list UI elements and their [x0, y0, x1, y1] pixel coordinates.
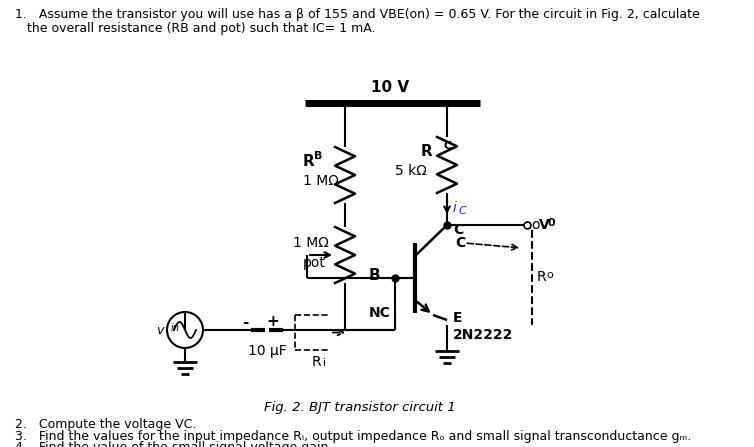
Text: the overall resistance (RB and pot) such that IC= 1 mA.: the overall resistance (RB and pot) such… — [27, 22, 375, 35]
Text: Fig. 2. BJT transistor circuit 1: Fig. 2. BJT transistor circuit 1 — [264, 401, 456, 414]
Text: i: i — [453, 201, 457, 215]
Text: R: R — [311, 355, 320, 369]
Text: 1 MΩ: 1 MΩ — [303, 174, 339, 188]
Text: 1.   Assume the transistor you will use has a β of 155 and VBE(on) = 0.65 V. For: 1. Assume the transistor you will use ha… — [15, 8, 700, 21]
Text: in: in — [171, 323, 180, 333]
Text: NC: NC — [369, 306, 391, 320]
Text: C: C — [455, 236, 465, 250]
Text: V: V — [539, 218, 550, 232]
Text: C: C — [459, 206, 467, 216]
Text: 2.   Compute the voltage VC.: 2. Compute the voltage VC. — [15, 418, 196, 431]
Text: 1 MΩ: 1 MΩ — [293, 236, 329, 250]
Text: C: C — [453, 223, 463, 237]
Text: i: i — [323, 358, 326, 368]
Text: R: R — [420, 143, 432, 159]
Text: C: C — [443, 141, 451, 151]
Text: o: o — [531, 218, 540, 232]
Text: 2N2222: 2N2222 — [453, 328, 513, 342]
Text: 5 kΩ: 5 kΩ — [395, 164, 427, 178]
Text: -: - — [242, 315, 248, 329]
Text: E: E — [453, 311, 462, 325]
Text: 10 μF: 10 μF — [247, 344, 287, 358]
Text: R: R — [303, 153, 314, 169]
Text: 10 V: 10 V — [371, 80, 409, 95]
Text: 0: 0 — [548, 218, 556, 228]
Text: B: B — [369, 269, 380, 283]
Text: R: R — [537, 270, 547, 284]
Text: 4.   Find the value of the small signal voltage gain.: 4. Find the value of the small signal vo… — [15, 441, 333, 447]
Text: +: + — [267, 315, 280, 329]
Text: o: o — [546, 270, 553, 280]
Text: pot: pot — [303, 256, 326, 270]
Text: B: B — [314, 151, 323, 161]
Text: v: v — [155, 324, 163, 337]
Text: 3.   Find the values for the input impedance Rᵢ, output impedance Rₒ and small s: 3. Find the values for the input impedan… — [15, 430, 691, 443]
